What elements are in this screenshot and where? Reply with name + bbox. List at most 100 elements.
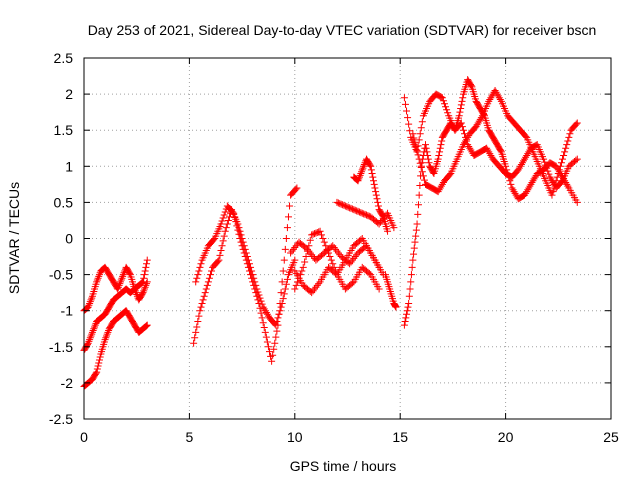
data-point: [572, 156, 580, 164]
data-point: [384, 227, 392, 235]
data-point: [404, 114, 412, 122]
data-point: [94, 362, 102, 370]
data-point: [464, 133, 472, 141]
data-point: [282, 235, 290, 242]
data-point: [373, 195, 381, 203]
data-point: [372, 191, 380, 199]
data-point: [142, 322, 150, 330]
data-point: [456, 108, 464, 116]
data-point: [415, 136, 423, 144]
data-point: [374, 198, 382, 206]
data-point: [472, 123, 480, 131]
data-point: [201, 289, 209, 297]
data-point: [446, 171, 454, 179]
data-point: [278, 278, 286, 286]
data-point: [299, 263, 307, 271]
data-point: [193, 323, 201, 331]
data-point: [542, 161, 550, 169]
data-point: [437, 141, 445, 149]
data-point: [488, 92, 496, 100]
data-point: [474, 119, 482, 127]
data-point: [291, 285, 299, 293]
data-point: [298, 267, 306, 275]
data-point: [291, 256, 299, 264]
data-point: [439, 97, 447, 105]
series-track-i: [333, 198, 398, 232]
data-point: [458, 123, 466, 131]
data-point: [375, 263, 383, 271]
data-point: [414, 201, 422, 209]
data-point: [198, 299, 206, 307]
data-point: [255, 299, 263, 307]
data-point: [142, 263, 150, 271]
data-point: [308, 289, 316, 297]
data-point: [515, 164, 523, 172]
data-point: [392, 303, 400, 311]
data-point: [219, 237, 227, 245]
data-point: [354, 177, 362, 185]
data-point: [522, 132, 530, 140]
data-point: [104, 328, 112, 336]
data-point: [457, 101, 465, 109]
data-point: [527, 180, 535, 188]
data-point: [250, 281, 258, 289]
data-point: [114, 283, 122, 291]
data-point: [483, 144, 491, 152]
data-point: [434, 155, 442, 163]
data-point: [260, 305, 268, 313]
data-point: [277, 289, 285, 297]
data-point: [93, 276, 101, 284]
data-point: [95, 359, 103, 367]
data-point: [405, 299, 413, 307]
data-point: [401, 100, 409, 108]
data-point: [404, 303, 412, 311]
data-point: [274, 314, 282, 322]
data-point: [194, 271, 202, 279]
data-point: [271, 339, 279, 347]
data-point: [517, 160, 525, 168]
data-point: [572, 120, 580, 128]
data-point: [202, 285, 210, 293]
data-point: [438, 94, 446, 102]
data-point: [365, 269, 373, 277]
data-point: [276, 299, 284, 307]
data-point: [141, 267, 149, 275]
data-point: [143, 322, 151, 330]
data-point: [232, 218, 240, 226]
series-track-b: [80, 256, 151, 354]
data-point: [89, 327, 97, 335]
data-point: [523, 151, 531, 159]
data-point: [509, 186, 517, 194]
data-point: [435, 186, 443, 194]
data-point: [260, 324, 268, 332]
data-point: [555, 166, 563, 174]
data-point: [86, 336, 94, 344]
data-point: [93, 365, 101, 373]
data-point: [303, 247, 311, 255]
data-point: [360, 160, 368, 168]
data-point: [468, 148, 476, 156]
data-point: [283, 275, 291, 283]
data-point: [418, 159, 426, 167]
data-point: [217, 220, 225, 228]
data-point: [551, 180, 559, 188]
data-point: [566, 130, 574, 138]
data-point: [443, 106, 451, 114]
data-point: [305, 242, 313, 250]
data-point: [199, 296, 207, 304]
data-point: [194, 318, 202, 326]
data-point: [262, 333, 270, 341]
series-track-e: [192, 184, 301, 365]
data-point: [276, 307, 284, 315]
data-point: [556, 162, 564, 170]
data-point: [424, 155, 432, 163]
plot-frame: [83, 57, 612, 420]
data-point: [487, 151, 495, 159]
data-point: [259, 319, 267, 327]
data-point: [141, 283, 149, 291]
data-point: [423, 148, 431, 156]
data-point: [84, 303, 92, 311]
data-point: [366, 161, 374, 169]
data-point: [249, 278, 257, 286]
data-point: [411, 138, 419, 146]
